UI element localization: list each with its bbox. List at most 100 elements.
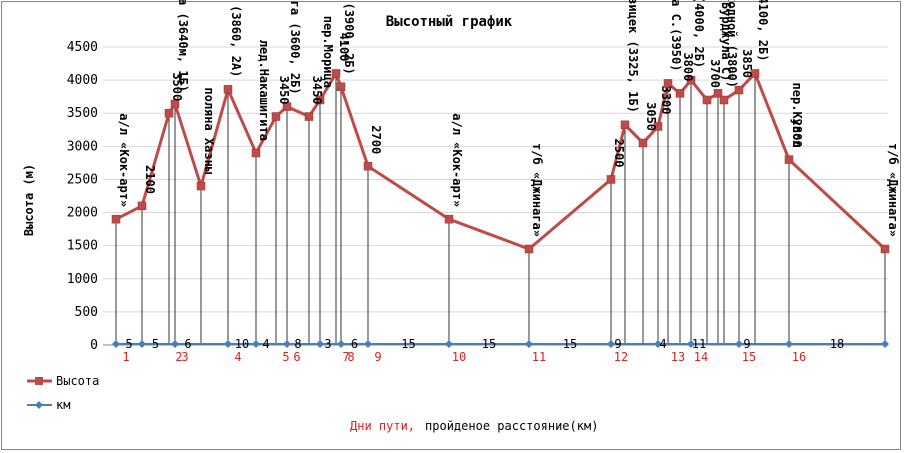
km-point [735, 340, 743, 348]
height-point [164, 108, 174, 118]
height-point [170, 99, 180, 109]
height-point [750, 69, 760, 78]
height-point [315, 95, 325, 105]
point-annotation: пер.Гельфгата(Бурджула С) [719, 0, 733, 81]
point-annotation: поляна Хазны [202, 87, 216, 174]
height-point [304, 112, 314, 121]
y-axis-label: Высота (м) [22, 164, 36, 236]
day-labels: 1 23 4 5 6 78 9 10 11 12 13 14 15 16 [122, 350, 806, 364]
point-annotation: лед.Накашигита [257, 40, 271, 141]
point-annotation: пер.Купол [790, 83, 804, 148]
height-line [115, 70, 887, 251]
km-label: 15 [563, 337, 577, 351]
point-annotation: пер.Бурджула С.(3950) [669, 0, 683, 71]
legend: Высота км [27, 374, 99, 412]
point-annotation: пер. Обходной (3800) [725, 0, 739, 88]
height-point [331, 69, 341, 78]
y-tick-label: 1000 [67, 272, 98, 287]
km-point [112, 340, 120, 348]
point-annotation: 4100 [337, 33, 351, 62]
y-tick-label: 0 [90, 338, 98, 353]
km-label: 6 [351, 337, 358, 351]
km-point [138, 340, 146, 348]
km-point [445, 340, 453, 348]
height-point [111, 214, 121, 224]
height-point [620, 120, 630, 130]
height-point [653, 122, 663, 131]
point-annotation: 3500 [170, 72, 184, 101]
km-label: 9 [614, 337, 621, 351]
day-label: 8 [347, 350, 354, 364]
height-point [734, 85, 744, 95]
point-annotation: 3050 [644, 102, 658, 131]
chart-title: Высотный график [386, 14, 513, 30]
point-annotation: 3700 [708, 59, 722, 88]
km-label: 15 [482, 337, 496, 351]
height-series [111, 69, 890, 254]
km-point [687, 340, 695, 348]
km-point [337, 340, 345, 348]
km-label: 15 [401, 337, 415, 351]
point-annotation: т/б «Джинага» [886, 143, 900, 237]
km-point [316, 340, 324, 348]
x-axis-label-days: Дни пути, [350, 419, 415, 433]
height-point [524, 244, 534, 254]
legend-height-label: Высота [56, 374, 99, 388]
km-point [171, 340, 179, 348]
day-label: 7 [342, 350, 349, 364]
drop-lines [115, 73, 886, 345]
y-tick-labels: 0 500 1000 1500 2000 2500 3000 3500 4000 4500 [67, 40, 98, 353]
km-point [364, 340, 372, 348]
height-point [196, 181, 206, 191]
day-label: 15 [742, 350, 756, 364]
km-point [283, 340, 291, 348]
point-annotation: 3850 [740, 49, 754, 78]
day-label: 6 [293, 350, 300, 364]
km-label: 5 [152, 337, 159, 351]
height-point [444, 214, 454, 224]
point-annotation: пер.Гюльчи (3900, 2Б) [342, 0, 356, 75]
point-annotation: 3300 [659, 86, 673, 115]
day-label: 1 [122, 350, 129, 364]
y-tick-label: 3000 [67, 139, 98, 154]
y-tick-label: 4000 [67, 73, 98, 88]
height-point [702, 95, 712, 105]
point-annotation: Дорога (3600, 2Б) [288, 0, 302, 95]
km-point [654, 340, 662, 348]
km-point [881, 340, 889, 348]
height-point [663, 79, 673, 88]
y-tick-label: 500 [75, 305, 98, 320]
height-point [784, 155, 794, 164]
y-tick-label: 1500 [67, 239, 98, 254]
point-annotation: 2700 [369, 125, 383, 154]
km-point [785, 340, 793, 348]
km-label: 3 [324, 337, 331, 351]
height-point [713, 89, 723, 98]
height-point [675, 89, 685, 98]
y-tick-label: 4500 [67, 40, 98, 55]
km-point [525, 340, 533, 348]
point-annotation: т/б «Джинага» [530, 143, 544, 237]
point-annotation: 3800 [681, 52, 695, 81]
point-annotation: пер.Морица [321, 16, 335, 88]
point-annotation: 2500 [612, 139, 626, 168]
km-series [112, 340, 889, 348]
km-point [607, 340, 615, 348]
km-label: 9 [743, 337, 750, 351]
height-point [251, 148, 261, 158]
y-tick-label: 2500 [67, 172, 98, 187]
y-tick-label: 3500 [67, 106, 98, 121]
day-label: 13 [671, 350, 685, 364]
x-axis-label: Дни пути, пройденое расстояние(км) [350, 417, 598, 434]
gridlines [103, 46, 888, 346]
point-annotation: (4000, 2Б) [692, 0, 706, 68]
height-point [336, 82, 346, 91]
day-label: 5 [282, 350, 289, 364]
height-point [638, 138, 648, 148]
height-point [363, 161, 373, 171]
km-label: 4 [659, 337, 666, 351]
point-annotation: пер. Светлова (3640м, 1Б) [176, 0, 190, 92]
point-annotation: 3450 [310, 76, 324, 105]
